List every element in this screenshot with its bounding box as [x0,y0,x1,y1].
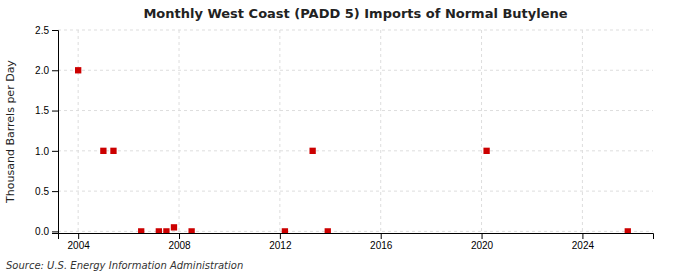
x-tick-label: 2012 [269,240,292,251]
y-tick: 2.5 [35,25,58,36]
y-tick-label: 0.5 [35,186,49,197]
y-tick-mark [52,231,58,232]
grid-line [179,30,180,233]
y-tick-mark [52,70,58,71]
y-tick-label: 1.5 [35,105,49,116]
y-axis-title: Thousand Barrels per Day [4,60,17,204]
y-tick-label: 0.0 [35,226,49,237]
grid-line [58,150,653,151]
x-tick: 2020 [471,233,494,251]
x-tick: 2004 [68,233,91,251]
x-tick-mark [582,233,583,239]
x-tick-mark [482,233,483,239]
grid-line [58,191,653,192]
x-tick-label: 2024 [572,240,595,251]
grid-line [380,30,381,233]
point [163,228,169,233]
y-axis-line [52,31,59,234]
y-tick-mark [52,191,58,192]
x-tick-mark [381,233,382,239]
point [75,67,81,73]
plot: 2004 2008 2012 2016 2020 2024 0.0 0.5 1.0 1.5 2.0 2… [35,25,653,251]
point [309,148,315,154]
point [156,228,162,233]
point [171,224,177,230]
x-tick-label: 2016 [370,240,393,251]
y-tick: 0.5 [35,186,58,197]
x-tick: 2024 [572,233,595,251]
point [110,148,116,154]
x-tick-mark [78,233,79,239]
y-tick-mark [52,151,58,152]
x-tick-label: 2008 [168,240,191,251]
grid-line [279,30,280,233]
y-tick: 1.5 [35,105,58,116]
point [138,228,144,233]
x-tick: 2016 [370,233,393,251]
y-tick-label: 1.0 [35,146,49,157]
y-tick-label: 2.0 [35,65,49,76]
y-tick-label: 2.5 [35,25,49,36]
x-tick: 2012 [269,233,292,251]
x-tick-mark [280,233,281,239]
grid [58,30,653,233]
grid-line [582,30,583,233]
grid-line [58,30,653,31]
point [325,228,331,233]
grid-line [481,30,482,233]
y-tick: 1.0 [35,146,58,157]
point [483,148,489,154]
grid-line [58,110,653,111]
y-tick-mark [52,30,58,31]
x-axis-line [59,234,654,240]
point [625,228,631,233]
x-tick-label: 2020 [471,240,494,251]
points [75,67,631,233]
source-note: Source: U.S. Energy Information Administ… [6,260,243,271]
x-tick-mark [179,233,180,239]
title: Monthly West Coast (PADD 5) Imports of N… [143,6,567,21]
grid-line [58,231,653,232]
point [100,148,106,154]
y-tick: 2.0 [35,65,58,76]
chart: 2004 2008 2012 2016 2020 2024 0.0 0.5 1.0 1.5 2.0 2… [0,0,675,275]
grid-line [58,70,653,71]
x-tick-label: 2004 [68,240,91,251]
x-axis: 2004 2008 2012 2016 2020 2024 [59,233,654,251]
point [188,228,194,233]
point [282,228,288,233]
y-tick-mark [52,111,58,112]
x-tick: 2008 [168,233,191,251]
grid-line [78,30,79,233]
y-axis: 0.0 0.5 1.0 1.5 2.0 2.5 [35,25,58,237]
y-tick: 0.0 [35,226,58,237]
